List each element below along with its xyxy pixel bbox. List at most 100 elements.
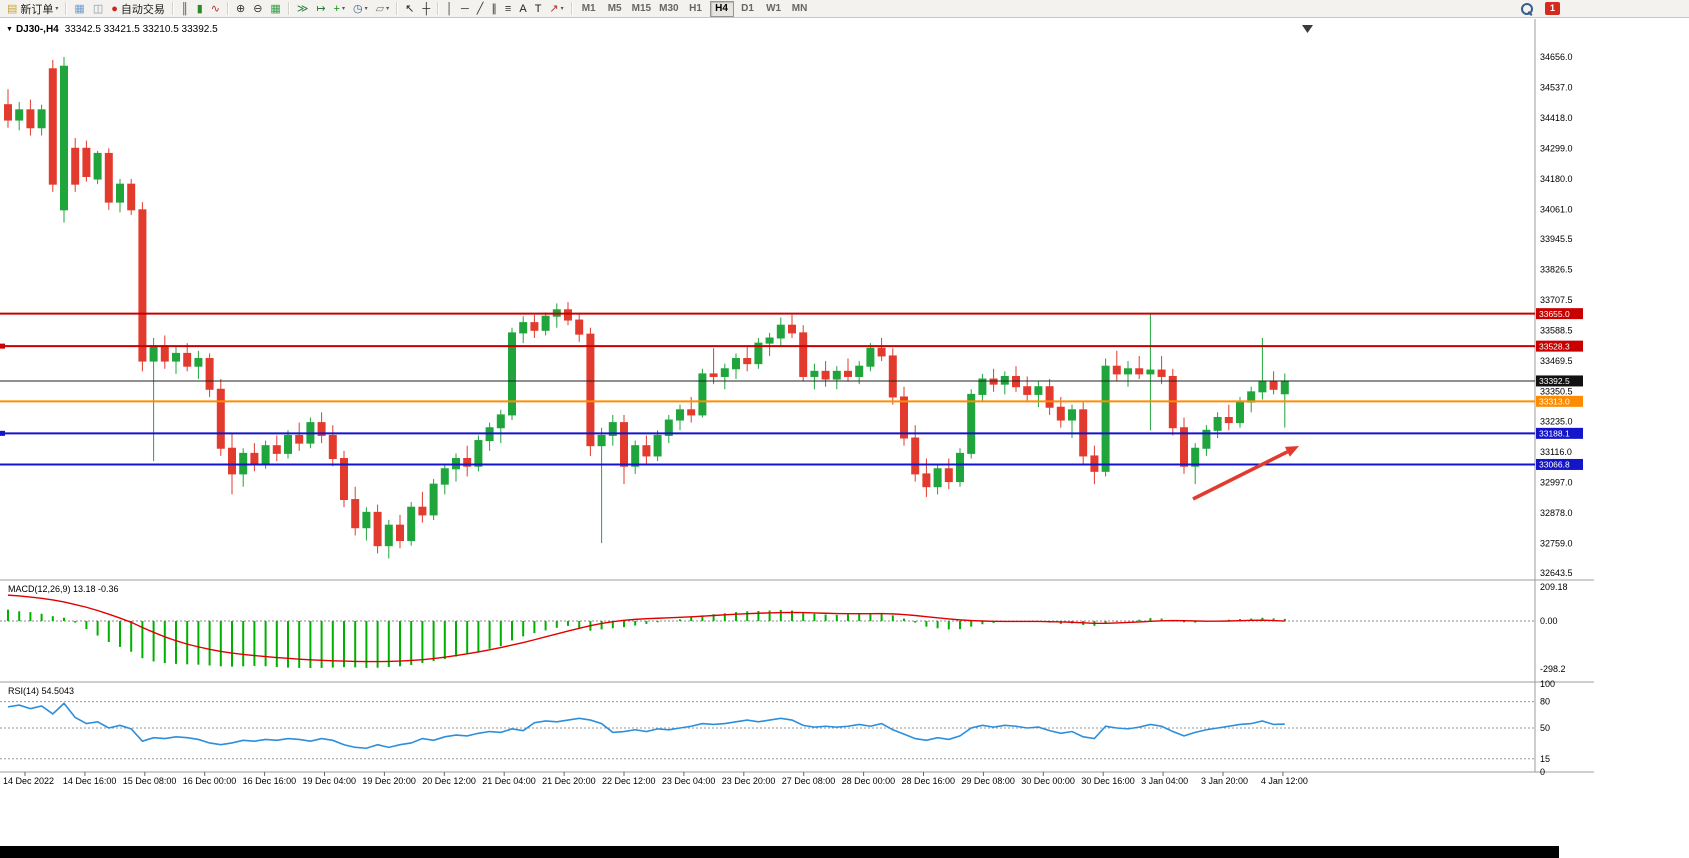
svg-text:0.00: 0.00 bbox=[1540, 616, 1558, 626]
svg-text:34061.0: 34061.0 bbox=[1540, 205, 1573, 215]
svg-text:33588.5: 33588.5 bbox=[1540, 326, 1573, 336]
svg-text:33826.5: 33826.5 bbox=[1540, 265, 1573, 275]
new-order-button[interactable]: ▤ 新订单 ▾ bbox=[4, 1, 61, 17]
timeframe-m15-button[interactable]: M15 bbox=[629, 1, 654, 17]
arrows-button[interactable]: ↗ ▾ bbox=[546, 1, 566, 17]
toolbar-separator bbox=[287, 2, 290, 15]
timeframe-m1-button[interactable]: M1 bbox=[577, 1, 601, 17]
svg-text:16 Dec 00:00: 16 Dec 00:00 bbox=[183, 776, 237, 786]
svg-text:20 Dec 12:00: 20 Dec 12:00 bbox=[422, 776, 476, 786]
chevron-down-icon: ▾ bbox=[55, 6, 59, 12]
svg-text:80: 80 bbox=[1540, 697, 1550, 707]
svg-text:33235.0: 33235.0 bbox=[1540, 416, 1573, 426]
zoom-out-icon: ⊖ bbox=[253, 2, 263, 15]
profiles-button[interactable]: ▦ bbox=[71, 1, 87, 17]
timeframe-d1-button[interactable]: D1 bbox=[736, 1, 760, 17]
svg-text:34656.0: 34656.0 bbox=[1540, 52, 1573, 62]
channel-icon: ∥ bbox=[491, 2, 497, 15]
timeframe-m30-button[interactable]: M30 bbox=[656, 1, 681, 17]
templates-button[interactable]: ▱ ▾ bbox=[373, 1, 392, 17]
svg-text:34418.0: 34418.0 bbox=[1540, 113, 1573, 123]
bar-chart-button[interactable]: ║ bbox=[178, 1, 192, 17]
trendline-button[interactable]: ╱ bbox=[474, 1, 487, 17]
autotrade-icon: ● bbox=[111, 2, 118, 15]
timeframe-mn-button[interactable]: MN bbox=[788, 1, 812, 17]
svg-text:33188.1: 33188.1 bbox=[1539, 429, 1570, 439]
vertical-line-button[interactable]: │ bbox=[443, 1, 456, 17]
svg-text:33655.0: 33655.0 bbox=[1539, 309, 1570, 319]
chevron-down-icon: ▾ bbox=[364, 6, 368, 12]
svg-text:28 Dec 16:00: 28 Dec 16:00 bbox=[902, 776, 956, 786]
tile-windows-icon: ▦ bbox=[270, 2, 281, 15]
svg-text:33350.5: 33350.5 bbox=[1540, 387, 1573, 397]
auto-trading-label: 自动交易 bbox=[120, 3, 165, 16]
zoom-out-button[interactable]: ⊖ bbox=[250, 1, 265, 17]
svg-text:21 Dec 04:00: 21 Dec 04:00 bbox=[482, 776, 536, 786]
svg-text:33116.0: 33116.0 bbox=[1540, 447, 1572, 457]
svg-text:50: 50 bbox=[1540, 723, 1550, 733]
ohlc-values: 33342.5 33421.5 33210.5 33392.5 bbox=[64, 24, 218, 35]
toolbar-separator bbox=[65, 2, 68, 15]
new-order-label: 新订单 bbox=[20, 3, 54, 16]
svg-text:32759.0: 32759.0 bbox=[1540, 538, 1573, 548]
svg-text:33066.8: 33066.8 bbox=[1539, 460, 1570, 470]
timeframe-h4-button[interactable]: H4 bbox=[709, 0, 734, 17]
svg-text:21 Dec 20:00: 21 Dec 20:00 bbox=[542, 776, 596, 786]
line-chart-button[interactable]: ∿ bbox=[208, 1, 223, 17]
market-watch-button[interactable]: ◫ bbox=[90, 1, 106, 17]
text-button[interactable]: A bbox=[516, 1, 529, 17]
svg-text:30 Dec 16:00: 30 Dec 16:00 bbox=[1081, 776, 1135, 786]
chevron-down-icon: ▾ bbox=[560, 6, 564, 12]
add-indicator-icon: + bbox=[333, 2, 340, 15]
search-icon[interactable] bbox=[1521, 2, 1533, 15]
timeframe-h1-button[interactable]: H1 bbox=[684, 1, 708, 17]
symbol-period: DJ30-,H4 bbox=[15, 24, 59, 35]
candles-chart-icon: ▮ bbox=[196, 2, 203, 15]
annotation-arrow bbox=[1192, 446, 1299, 501]
auto-trading-button[interactable]: ● 自动交易 bbox=[108, 1, 168, 17]
svg-text:33707.5: 33707.5 bbox=[1540, 295, 1573, 305]
order-ticket-icon: ▤ bbox=[7, 2, 18, 15]
svg-text:33469.5: 33469.5 bbox=[1540, 356, 1573, 366]
svg-text:28 Dec 00:00: 28 Dec 00:00 bbox=[842, 776, 896, 786]
svg-text:16 Dec 16:00: 16 Dec 16:00 bbox=[243, 776, 297, 786]
svg-text:23 Dec 20:00: 23 Dec 20:00 bbox=[722, 776, 776, 786]
candle-chart-button[interactable]: ▮ bbox=[194, 1, 206, 17]
svg-text:0: 0 bbox=[1540, 767, 1545, 777]
cursor-button[interactable]: ↖ bbox=[402, 1, 417, 17]
tile-windows-button[interactable]: ▦ bbox=[267, 1, 283, 17]
indicators-button[interactable]: + ▾ bbox=[331, 1, 348, 17]
notification-badge[interactable]: 1 bbox=[1545, 2, 1560, 15]
macd-layer: 209.18 0.00 -298.2 MACD(12,26,9) 13.18 -0.3… bbox=[0, 582, 1568, 674]
svg-text:209.18: 209.18 bbox=[1540, 582, 1568, 592]
price-badges: 33655.0 33528.3 33313.0 33188.1 33066.8 33392… bbox=[1536, 308, 1583, 470]
svg-text:3 Jan 04:00: 3 Jan 04:00 bbox=[1141, 776, 1188, 786]
timeframe-w1-button[interactable]: W1 bbox=[762, 1, 786, 17]
svg-text:14 Dec 2022: 14 Dec 2022 bbox=[3, 776, 54, 786]
zoom-in-button[interactable]: ⊕ bbox=[233, 1, 248, 17]
svg-text:15: 15 bbox=[1540, 754, 1550, 764]
periods-button[interactable]: ◷ ▾ bbox=[350, 1, 371, 17]
svg-text:33945.5: 33945.5 bbox=[1540, 234, 1573, 244]
toolbar: ▤ 新订单 ▾ ▦ ◫ ● 自动交易 ║ ▮ ∿ ⊕ ⊖ ▦ ≫ ↦ + ▾ ◷ ▾ ▱ ▾ ↖ ┼ │ ─ ╱ ∥ ≡ A T ↗ ▾ M1 M… bbox=[0, 0, 1689, 18]
bars-chart-icon: ║ bbox=[180, 2, 189, 15]
auto-scroll-button[interactable]: ≫ bbox=[294, 1, 312, 17]
svg-text:27 Dec 08:00: 27 Dec 08:00 bbox=[782, 776, 836, 786]
channel-button[interactable]: ∥ bbox=[488, 1, 500, 17]
text-label-button[interactable]: T bbox=[532, 1, 545, 17]
text-icon: A bbox=[519, 2, 527, 15]
svg-text:29 Dec 08:00: 29 Dec 08:00 bbox=[961, 776, 1015, 786]
crosshair-button[interactable]: ┼ bbox=[419, 1, 433, 17]
svg-text:32997.0: 32997.0 bbox=[1540, 477, 1573, 487]
symbol-dropdown-icon[interactable]: ▼ bbox=[6, 26, 13, 33]
template-icon: ▱ bbox=[375, 2, 385, 15]
timeframe-m5-button[interactable]: M5 bbox=[603, 1, 627, 17]
svg-text:14 Dec 16:00: 14 Dec 16:00 bbox=[63, 776, 117, 786]
fibonacci-button[interactable]: ≡ bbox=[502, 1, 514, 17]
toolbar-right: 1 bbox=[1521, 2, 1560, 15]
horizontal-line-button[interactable]: ─ bbox=[458, 1, 472, 17]
market-watch-icon: ◫ bbox=[92, 2, 104, 15]
chart-shift-button[interactable]: ↦ bbox=[313, 1, 328, 17]
svg-text:32878.0: 32878.0 bbox=[1540, 508, 1573, 518]
